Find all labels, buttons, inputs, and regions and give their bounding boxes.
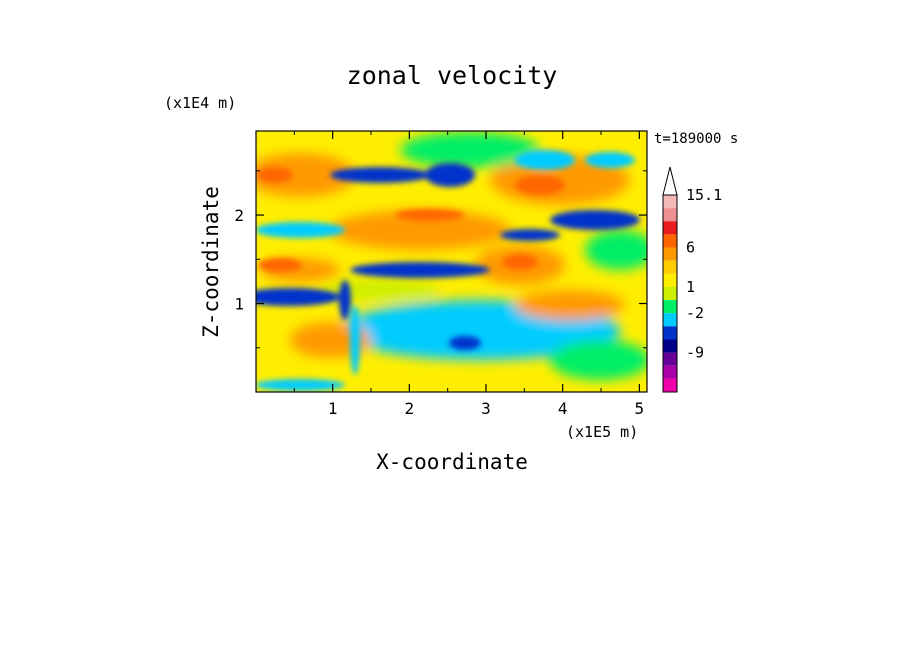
colorbar-cell [663,247,677,261]
y-axis-title: Z-coordinate [199,186,223,338]
colorbar-cell [663,365,677,379]
colorbar-cell [663,352,677,366]
field-broad-bands [256,132,647,380]
x-tick-label: 3 [481,399,491,418]
colorbar-labels: 15.1 6 1 -2 -9 [686,186,722,362]
y-unit-label: (x1E4 m) [164,94,236,112]
colorbar-cell [663,326,677,340]
colorbar-frame [662,194,678,393]
colorbar-cell [663,221,677,235]
x-tick-label: 5 [635,399,645,418]
colorbar-cell [663,234,677,248]
colorbar-cell [663,208,677,222]
colorbar-cell [663,273,677,287]
colorbar-label: -9 [686,344,704,362]
colorbar [662,166,678,393]
colorbar-cell [663,339,677,353]
colorbar-cell [663,286,677,301]
contour-field [256,131,647,392]
plot-frame [255,130,648,393]
x-tick-label: 1 [328,399,338,418]
x-tick-label: 2 [405,399,415,418]
colorbar-cell [663,195,677,209]
y-tick-label: 1 [234,295,244,314]
x-unit-label: (x1E5 m) [566,423,638,441]
colorbar-cell [663,313,677,327]
colorbar-cell [663,378,677,392]
x-axis-title: X-coordinate [376,450,528,474]
colorbar-extend-arrow [662,166,678,196]
time-label: t=189000 s [654,131,738,147]
y-axis: 12 [234,170,647,349]
colorbar-cell [663,300,677,314]
colorbar-label: -2 [686,304,704,322]
x-axis: 1 2 3 4 5 [293,131,645,418]
colorbar-label: 15.1 [686,186,722,204]
y-tick-label: 2 [234,206,244,225]
field-jets [256,150,640,391]
colorbar-label: 6 [686,239,695,257]
chart-title: zonal velocity [347,61,558,90]
colorbar-label: 1 [686,278,695,296]
x-tick-label: 4 [558,399,568,418]
colorbar-cell [663,260,677,274]
